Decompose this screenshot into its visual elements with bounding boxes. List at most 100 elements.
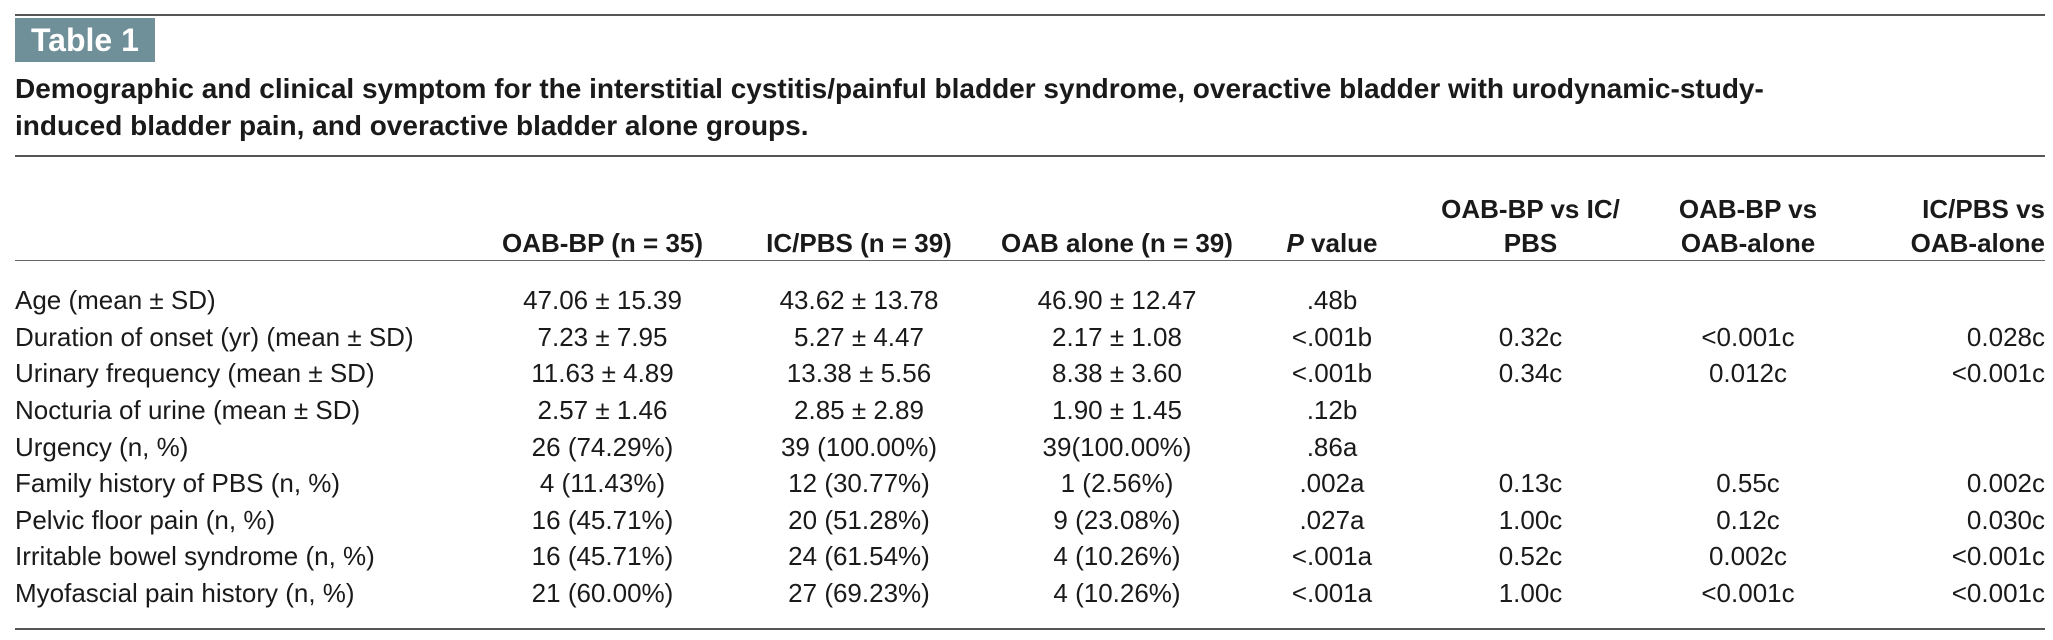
- cell-v2: 0.002c: [1708, 541, 1788, 572]
- cell-g2: 43.62 ± 13.78: [779, 285, 939, 316]
- cell-g2: 12 (30.77%): [788, 468, 930, 499]
- cell-g2: 13.38 ± 5.56: [786, 358, 932, 389]
- top-rule: [15, 14, 2045, 16]
- cell-v3: 0.002c: [1966, 468, 2045, 499]
- cell-g1: 16 (45.71%): [531, 504, 674, 535]
- header-oabbp-vs-oabalone: OAB-BP vs OAB-alone: [1643, 160, 1853, 268]
- cell-label: Irritable bowel syndrome (n, %): [15, 541, 375, 572]
- cell-v2: <0.001c: [1701, 321, 1795, 352]
- cell-g1: 16 (45.71%): [531, 541, 674, 572]
- cell-v3: <0.001c: [1951, 541, 2045, 572]
- header-rule: [15, 260, 2045, 261]
- header-p-rest: value: [1303, 228, 1378, 258]
- header-oabbp-vs-icpbs: OAB-BP vs IC/PBS: [1418, 160, 1643, 268]
- cell-v2: 0.55c: [1716, 468, 1780, 499]
- cell-g3: 8.38 ± 3.60: [1052, 358, 1182, 389]
- cell-v1: [1418, 428, 1643, 465]
- table-row: Duration of onset (yr) (mean ± SD) 7.23 ±…: [15, 319, 2045, 356]
- cell-g2: 2.85 ± 2.89: [794, 395, 924, 426]
- cell-p: <.001b: [1291, 358, 1373, 389]
- table-header: OAB-BP (n = 35) IC/PBS (n = 39) OAB alon…: [15, 160, 2045, 268]
- cell-g1: 2.57 ± 1.46: [537, 395, 668, 426]
- table-row: Myofascial pain history (n, %) 21 (60.00%…: [15, 575, 2045, 612]
- cell-label: Pelvic floor pain (n, %): [15, 504, 276, 535]
- cell-g1: 11.63 ± 4.89: [531, 358, 674, 389]
- cell-v3: [1853, 392, 2045, 429]
- cell-p: .86a: [1306, 431, 1358, 462]
- cell-p: .027a: [1299, 504, 1365, 535]
- cell-g3: 4 (10.26%): [1053, 578, 1181, 609]
- cell-g1: 4 (11.43%): [539, 468, 666, 499]
- cell-v1: 1.00c: [1498, 504, 1563, 535]
- cell-v3: 0.030c: [1966, 504, 2045, 535]
- cell-v1: [1418, 392, 1643, 429]
- table-row: Urgency (n, %) 26 (74.29%) 39 (100.00%) 39(…: [15, 428, 2045, 465]
- header-ic-pbs: IC/PBS (n = 39): [766, 228, 952, 258]
- cell-v1: 1.00c: [1498, 578, 1563, 609]
- cell-v2: [1643, 268, 1853, 319]
- header-v3-line2: OAB-alone: [1910, 228, 2045, 258]
- cell-v3: [1853, 428, 2045, 465]
- cell-label: Myofascial pain history (n, %): [15, 578, 355, 609]
- cell-p: <.001a: [1291, 578, 1373, 609]
- bottom-rule: [15, 628, 2045, 630]
- cell-v3: 0.028c: [1966, 321, 2045, 352]
- cell-g2: 20 (51.28%): [788, 504, 930, 535]
- header-oab-bp: OAB-BP (n = 35): [501, 228, 704, 258]
- caption-rule: [15, 155, 2045, 157]
- cell-g3: 39(100.00%): [1042, 431, 1192, 462]
- cell-label: Family history of PBS (n, %): [15, 468, 341, 499]
- caption-line-2: induced bladder pain, and overactive bla…: [15, 110, 809, 141]
- header-oab-alone: OAB alone (n = 39): [1001, 228, 1233, 258]
- cell-v1: [1418, 268, 1643, 319]
- cell-v1: 0.13c: [1498, 468, 1563, 499]
- header-v3-line1: IC/PBS vs: [1922, 194, 2045, 224]
- cell-g2: 39 (100.00%): [780, 431, 938, 462]
- table-row: Urinary frequency (mean ± SD) 11.63 ± 4.8…: [15, 355, 2045, 392]
- header-v2-line1: OAB-BP vs: [1678, 194, 1818, 224]
- header-p-italic: P: [1286, 228, 1304, 258]
- table-caption: Demographic and clinical symptom for the…: [15, 70, 2035, 144]
- cell-label: Urgency (n, %): [15, 431, 189, 462]
- cell-v2: 0.012c: [1708, 358, 1788, 389]
- header-icpbs-vs-oabalone: IC/PBS vs OAB-alone: [1853, 160, 2045, 268]
- table-row: Age (mean ± SD) 47.06 ± 15.39 43.62 ± 13.7…: [15, 268, 2045, 319]
- cell-v3: <0.001c: [1951, 578, 2045, 609]
- cell-p: <.001b: [1291, 321, 1373, 352]
- cell-label: Age (mean ± SD): [15, 285, 216, 316]
- cell-label: Urinary frequency (mean ± SD): [15, 358, 375, 389]
- cell-g1: 7.23 ± 7.95: [537, 321, 668, 352]
- caption-line-1: Demographic and clinical symptom for the…: [15, 73, 1764, 104]
- header-p-value: P value: [1246, 160, 1418, 268]
- cell-label: Duration of onset (yr) (mean ± SD): [15, 321, 414, 352]
- cell-g2: 5.27 ± 4.47: [794, 321, 924, 352]
- cell-v1: 0.34c: [1498, 358, 1563, 389]
- cell-g3: 1 (2.56%): [1060, 468, 1174, 499]
- data-table: OAB-BP (n = 35) IC/PBS (n = 39) OAB alon…: [15, 160, 2045, 611]
- table-body: Age (mean ± SD) 47.06 ± 15.39 43.62 ± 13.7…: [15, 268, 2045, 611]
- cell-g1: 21 (60.00%): [531, 578, 674, 609]
- cell-g2: 27 (69.23%): [788, 578, 930, 609]
- header-label-empty: [15, 160, 475, 268]
- cell-p: .002a: [1299, 468, 1365, 499]
- table-row: Pelvic floor pain (n, %) 16 (45.71%) 20 (5…: [15, 502, 2045, 539]
- cell-v2: 0.12c: [1716, 504, 1780, 535]
- header-v1-line1: OAB-BP vs IC/: [1441, 194, 1620, 224]
- cell-g1: 47.06 ± 15.39: [523, 285, 682, 316]
- cell-v2: <0.001c: [1701, 578, 1795, 609]
- cell-g1: 26 (74.29%): [531, 431, 674, 462]
- table-row: Family history of PBS (n, %) 4 (11.43%) 12…: [15, 465, 2045, 502]
- cell-g3: 4 (10.26%): [1053, 541, 1181, 572]
- table-label-badge: Table 1: [15, 18, 155, 62]
- table-row: Nocturia of urine (mean ± SD) 2.57 ± 1.46…: [15, 392, 2045, 429]
- cell-v2: [1643, 428, 1853, 465]
- cell-p: .12b: [1306, 395, 1358, 426]
- cell-p: <.001a: [1291, 541, 1373, 572]
- header-v1-line2: PBS: [1503, 228, 1558, 258]
- cell-label: Nocturia of urine (mean ± SD): [15, 395, 361, 426]
- header-v2-line2: OAB-alone: [1680, 228, 1816, 258]
- cell-g2: 24 (61.54%): [788, 541, 930, 572]
- table-row: Irritable bowel syndrome (n, %) 16 (45.71…: [15, 538, 2045, 575]
- cell-p: .48b: [1306, 285, 1358, 316]
- cell-g3: 1.90 ± 1.45: [1052, 395, 1182, 426]
